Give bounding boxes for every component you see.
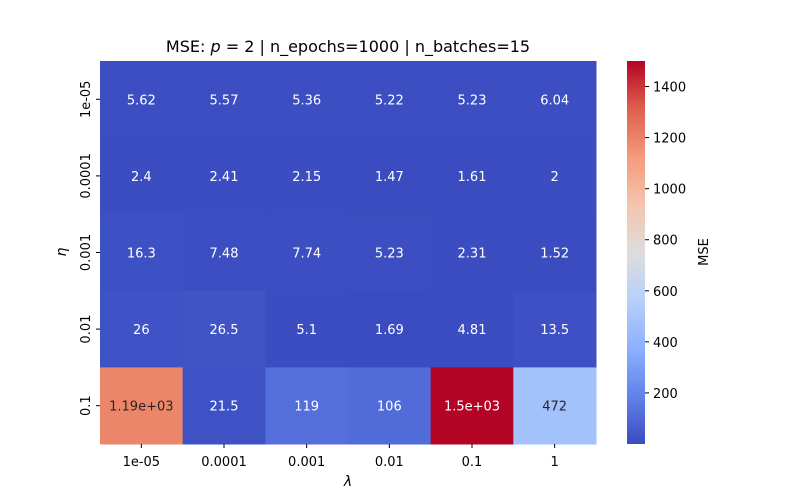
y-tick-label: 1e-05 [79,81,94,119]
cell-value-label: 5.22 [375,93,404,108]
heatmap-cell [348,137,432,215]
heatmap-cell [265,214,349,292]
cell-value-label: 21.5 [210,400,239,415]
heatmap-cell [182,367,266,445]
cell-value-label: 1.47 [375,170,404,185]
heatmap-cell [182,214,266,292]
y-axis-label: η [54,247,70,256]
title-rest: | n_epochs=1000 | n_batches=15 [254,37,530,57]
heatmap-cell [348,214,432,292]
heatmap-cells: 5.62 5.57 5.36 5.22 5.23 6.04 2.4 2.41 2.15 1.47 1… [100,61,597,445]
colorbar-tick-label: 600 [653,285,678,300]
heatmap-cell [430,367,514,445]
cell-value-label: 5.62 [127,93,156,108]
cell-value-label: 1.52 [540,247,569,262]
colorbar-tick-label: 800 [653,234,678,249]
cell-value-label: 2.4 [131,170,152,185]
heatmap-cell [265,61,349,139]
x-tick-label: 1 [551,455,559,470]
cell-value-label: 2.31 [458,247,487,262]
colorbar-tick-label: 400 [653,336,678,351]
heatmap-cell [513,61,597,139]
cell-value-label: 106 [377,400,402,415]
colorbar-label: MSE [697,238,712,266]
colorbar-ticks: 200 400 600 800 1000 1200 1400 [645,81,686,402]
cell-value-label: 7.48 [210,247,239,262]
title-prefix: MSE: [166,37,211,56]
heatmap-cell [182,290,266,368]
cell-value-label: 13.5 [540,323,569,338]
y-tick-label: 0.0001 [79,153,94,199]
heatmap-cell [430,61,514,139]
heatmap-cell [348,367,432,445]
cell-value-label: 1.19e+03 [109,400,173,415]
x-tick-label: 0.1 [462,455,483,470]
heatmap-cell [430,214,514,292]
heatmap-cell [430,290,514,368]
heatmap-cell [100,61,184,139]
heatmap-cell [100,137,184,215]
cell-value-label: 26 [133,323,150,338]
cell-value-label: 1.5e+03 [444,400,500,415]
x-tick-label: 0.0001 [201,455,247,470]
heatmap-cell [513,214,597,292]
heatmap-cell [430,137,514,215]
cell-value-label: 119 [294,400,319,415]
heatmap-cell [348,290,432,368]
colorbar-tick-label: 200 [653,387,678,402]
colorbar-tick-label: 1000 [653,183,686,198]
heatmap-cell [265,367,349,445]
cell-value-label: 1.69 [375,323,404,338]
y-tick-label: 0.1 [79,395,94,416]
x-axis-label: λ [343,474,352,490]
heatmap-cell [265,137,349,215]
cell-value-label: 2.41 [210,170,239,185]
cell-value-label: 26.5 [210,323,239,338]
cell-value-label: 5.1 [296,323,317,338]
heatmap-cell [100,290,184,368]
x-tick-label: 0.01 [375,455,404,470]
colorbar-tick-label: 1200 [653,132,686,147]
title-var: p [209,37,220,56]
cell-value-label: 6.04 [540,93,569,108]
cell-value-label: 4.81 [458,323,487,338]
heatmap-cell [182,61,266,139]
heatmap-cell [100,367,184,445]
colorbar-tick-label: 1400 [653,81,686,96]
chart-title: MSE: p = 2 | n_epochs=1000 | n_batches=1… [166,37,530,57]
cell-value-label: 2.15 [292,170,321,185]
cell-value-label: 5.57 [210,93,239,108]
y-tick-label: 0.01 [79,315,94,344]
y-axis-ticks: 1e-05 0.0001 0.001 0.01 0.1 [79,81,100,416]
colorbar [627,61,645,444]
heatmap-cell [513,290,597,368]
heatmap-cell [182,137,266,215]
cell-value-label: 16.3 [127,247,156,262]
heatmap-cell [265,290,349,368]
x-axis-ticks: 1e-05 0.0001 0.001 0.01 0.1 1 [123,444,559,470]
heatmap-cell [513,137,597,215]
cell-value-label: 472 [542,400,567,415]
title-eq: = 2 [221,37,255,56]
heatmap-cell [513,367,597,445]
x-tick-label: 1e-05 [123,455,161,470]
cell-value-label: 5.23 [375,247,404,262]
cell-value-label: 7.74 [292,247,321,262]
cell-value-label: 5.23 [458,93,487,108]
y-tick-label: 0.001 [79,234,94,271]
cell-value-label: 1.61 [458,170,487,185]
heatmap-cell [100,214,184,292]
cell-value-label: 5.36 [292,93,321,108]
x-tick-label: 0.001 [288,455,325,470]
cell-value-label: 2 [551,170,559,185]
heatmap-cell [348,61,432,139]
